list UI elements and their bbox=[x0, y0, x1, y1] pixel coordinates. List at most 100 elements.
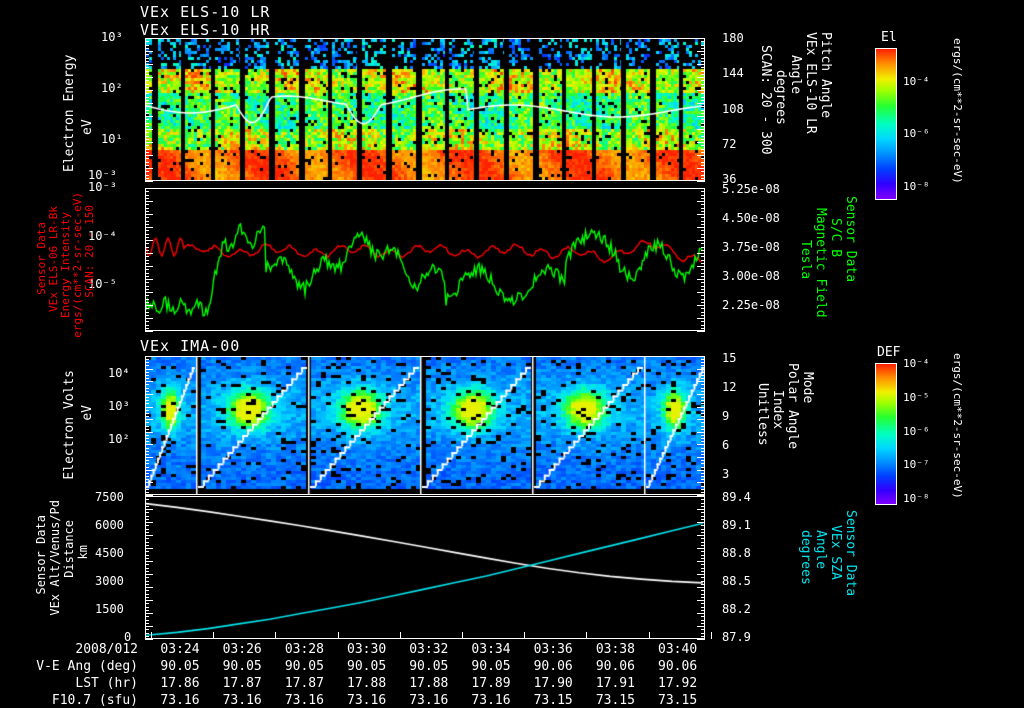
panel4-plot-area[interactable] bbox=[145, 496, 705, 639]
el-colorbar-label: El bbox=[881, 30, 897, 45]
panel1-spectrogram-canvas bbox=[146, 39, 704, 180]
axis-tick-mark bbox=[701, 434, 705, 436]
axis-tick-mark bbox=[145, 106, 149, 108]
axis-tick-mark bbox=[145, 409, 149, 411]
axis-tick-mark bbox=[701, 425, 705, 427]
axis-tick-mark bbox=[701, 112, 705, 114]
axis-tick-mark bbox=[145, 145, 149, 147]
axis-tick-mark bbox=[701, 538, 705, 540]
axis-tick-mark bbox=[701, 99, 705, 101]
axis-tick-mark bbox=[145, 551, 149, 553]
axis-tick-mark bbox=[701, 384, 705, 386]
bottom-cell-f107-2: 73.16 bbox=[284, 693, 324, 708]
axis-tick-mark bbox=[701, 491, 705, 493]
bottom-cell-f107-8: 73.15 bbox=[658, 693, 698, 708]
panel3-right-axis-label-1: Mode bbox=[800, 372, 815, 404]
axis-tick-mark bbox=[701, 106, 705, 108]
el-colorbar-tick-0: 10⁻⁴ bbox=[903, 75, 930, 88]
x-axis-tick-mark bbox=[710, 632, 712, 639]
axis-tick-mark bbox=[145, 616, 149, 618]
panel2-plot-area[interactable] bbox=[145, 188, 705, 331]
panel3-left-axis-label: Electron Volts bbox=[62, 370, 77, 480]
axis-tick-mark bbox=[701, 73, 705, 75]
axis-tick-mark bbox=[145, 525, 149, 527]
axis-tick-mark bbox=[701, 308, 705, 310]
bottom-cell-ve_ang-1: 90.05 bbox=[222, 659, 262, 674]
axis-tick-mark bbox=[701, 148, 705, 150]
axis-tick-mark bbox=[701, 54, 705, 56]
axis-tick-mark bbox=[145, 119, 149, 121]
axis-tick-mark bbox=[697, 535, 705, 536]
axis-tick-mark bbox=[145, 177, 149, 179]
axis-tick-mark bbox=[145, 531, 149, 533]
bottom-cell-lst-0: 17.86 bbox=[160, 676, 200, 691]
axis-tick-mark bbox=[701, 246, 705, 248]
panel1-title-line2: VEx ELS-10 HR bbox=[140, 21, 271, 39]
axis-tick-mark bbox=[145, 191, 149, 193]
axis-tick-mark bbox=[697, 188, 705, 189]
axis-tick-mark bbox=[145, 619, 149, 621]
axis-tick-mark bbox=[145, 544, 149, 546]
axis-tick-mark bbox=[701, 567, 705, 569]
axis-tick-mark bbox=[701, 314, 705, 316]
axis-tick-mark bbox=[697, 90, 705, 91]
axis-tick-mark bbox=[145, 580, 149, 582]
axis-tick-mark bbox=[697, 406, 705, 408]
axis-tick-mark bbox=[145, 368, 153, 370]
axis-tick-mark bbox=[701, 164, 705, 166]
axis-tick-mark bbox=[701, 557, 705, 559]
axis-tick-mark bbox=[145, 327, 149, 329]
axis-tick-mark bbox=[701, 67, 705, 69]
axis-tick-mark bbox=[145, 70, 149, 72]
axis-tick-mark bbox=[701, 590, 705, 592]
axis-tick-mark bbox=[145, 168, 153, 169]
axis-tick-mark bbox=[145, 600, 153, 601]
bottom-row-label-3: F10.7 (sfu) bbox=[51, 693, 138, 708]
panel2-right-axis-label-2: S/C B bbox=[828, 218, 843, 258]
axis-tick-mark bbox=[697, 561, 705, 562]
axis-tick-mark bbox=[145, 587, 153, 588]
axis-tick-mark bbox=[145, 378, 149, 380]
axis-tick-mark bbox=[145, 275, 149, 277]
panel3-right-ytick-3: 6 bbox=[722, 438, 730, 452]
axis-tick-mark bbox=[697, 574, 705, 575]
bottom-cell-time-0: 03:24 bbox=[160, 642, 200, 657]
axis-tick-mark bbox=[145, 469, 153, 471]
axis-tick-mark bbox=[697, 431, 705, 433]
panel1-right-axis-label-1: Pitch Angle bbox=[818, 32, 833, 119]
axis-tick-mark bbox=[145, 387, 149, 389]
axis-tick-mark bbox=[701, 541, 705, 543]
axis-tick-mark bbox=[701, 135, 705, 137]
panel2-ytick-1: 10⁻⁴ bbox=[88, 229, 117, 243]
bottom-row-label-2: LST (hr) bbox=[75, 676, 138, 691]
def-colorbar-label: DEF bbox=[877, 345, 901, 360]
bottom-cell-ve_ang-6: 90.06 bbox=[533, 659, 573, 674]
axis-tick-mark bbox=[145, 463, 149, 465]
axis-tick-mark bbox=[701, 96, 705, 98]
panel4-right-ytick-0: 89.4 bbox=[722, 490, 751, 504]
panel1-right-axis-label-2: VEx ELS-10 LR bbox=[803, 32, 818, 134]
axis-tick-mark bbox=[145, 207, 149, 209]
axis-tick-mark bbox=[701, 387, 705, 389]
axis-tick-mark bbox=[145, 509, 153, 510]
axis-tick-mark bbox=[145, 535, 153, 536]
axis-tick-mark bbox=[145, 112, 149, 114]
panel2-right-axis-label-4: Tesla bbox=[798, 240, 813, 280]
axis-tick-mark bbox=[701, 47, 705, 49]
axis-tick-mark bbox=[697, 587, 705, 588]
axis-tick-mark bbox=[701, 450, 705, 452]
axis-tick-mark bbox=[701, 476, 705, 478]
axis-tick-mark bbox=[701, 174, 705, 176]
bottom-cell-time-5: 03:34 bbox=[471, 642, 511, 657]
panel1-plot-area[interactable] bbox=[145, 38, 705, 181]
axis-tick-mark bbox=[145, 393, 153, 395]
axis-tick-mark bbox=[145, 632, 149, 634]
axis-tick-mark bbox=[701, 603, 705, 605]
axis-tick-mark bbox=[145, 197, 149, 199]
axis-tick-mark bbox=[701, 593, 705, 595]
bottom-row-label-1: V-E Ang (deg) bbox=[36, 659, 138, 674]
axis-tick-mark bbox=[145, 171, 149, 173]
bottom-cell-lst-2: 17.87 bbox=[284, 676, 324, 691]
panel3-plot-area[interactable] bbox=[145, 356, 705, 495]
